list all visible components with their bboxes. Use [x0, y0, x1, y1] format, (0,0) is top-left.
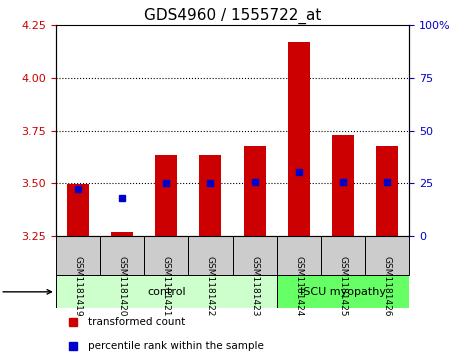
FancyBboxPatch shape [277, 236, 321, 275]
Title: GDS4960 / 1555722_at: GDS4960 / 1555722_at [144, 8, 321, 24]
Text: transformed count: transformed count [87, 317, 185, 327]
FancyBboxPatch shape [144, 236, 188, 275]
Bar [288, 42, 310, 236]
FancyBboxPatch shape [56, 236, 100, 275]
Text: disease state: disease state [0, 287, 52, 297]
Text: GSM1181423: GSM1181423 [250, 256, 259, 316]
Bar [332, 135, 354, 236]
Text: GSM1181422: GSM1181422 [206, 256, 215, 316]
Bar [376, 146, 398, 236]
Text: GSM1181426: GSM1181426 [383, 256, 392, 316]
FancyBboxPatch shape [100, 236, 144, 275]
Text: GSM1181421: GSM1181421 [162, 256, 171, 316]
Text: GSM1181425: GSM1181425 [339, 256, 347, 316]
FancyBboxPatch shape [365, 236, 409, 275]
FancyBboxPatch shape [277, 275, 409, 308]
FancyBboxPatch shape [188, 236, 232, 275]
Text: GSM1181424: GSM1181424 [294, 256, 303, 316]
Bar [155, 155, 177, 236]
Text: control: control [147, 287, 186, 297]
Bar [67, 184, 89, 236]
Bar [244, 146, 266, 236]
Text: percentile rank within the sample: percentile rank within the sample [87, 341, 264, 351]
Text: ISCU myopathy: ISCU myopathy [300, 287, 386, 297]
Bar [111, 232, 133, 236]
Text: GSM1181420: GSM1181420 [118, 256, 126, 316]
FancyBboxPatch shape [56, 275, 277, 308]
FancyBboxPatch shape [321, 236, 365, 275]
FancyBboxPatch shape [232, 236, 277, 275]
Text: GSM1181419: GSM1181419 [73, 256, 82, 317]
Bar [199, 155, 221, 236]
